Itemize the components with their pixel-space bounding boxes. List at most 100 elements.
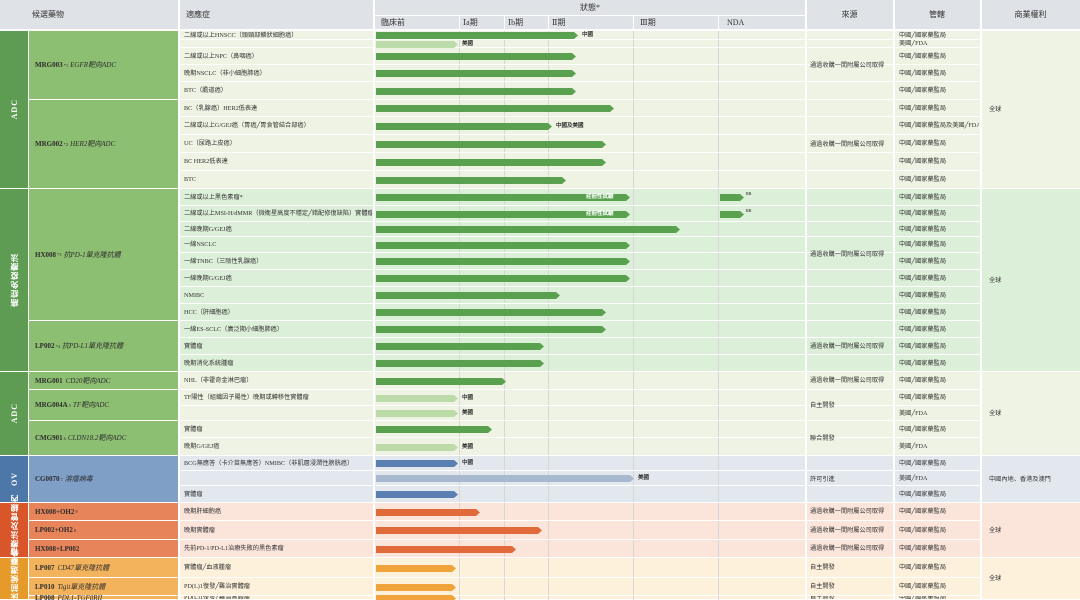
row-divider xyxy=(180,557,980,558)
source-cell: 通過收購一間附屬公司取得 xyxy=(810,526,885,534)
indication-cell: 二線或以上NPC（鼻咽癌） xyxy=(184,52,258,60)
rights-text: 中國內地、香港及澳門 xyxy=(989,475,1051,483)
row-divider xyxy=(180,134,980,135)
row-divider xyxy=(180,252,980,253)
stage-bar xyxy=(376,275,630,282)
stage-bar xyxy=(376,326,606,333)
bar-label: 中國 xyxy=(582,32,594,38)
category-label: OV xyxy=(0,456,28,502)
nda-bar xyxy=(720,194,744,201)
stage-bar xyxy=(376,584,456,591)
indication-cell: 二線或以上G/GEJ癌（胃癌╱胃食管結合部癌） xyxy=(184,122,310,129)
jurisdiction-cell: 美國╱FDA xyxy=(899,40,928,47)
indication-cell: PD(L)1復發╱難治實體瘤 xyxy=(184,596,372,599)
drug-footnote: *3 xyxy=(57,252,62,257)
jurisdiction-cell: 中國╱國家藥監局 xyxy=(899,52,947,60)
drug-description: CLDN18.2靶向ADC xyxy=(67,434,127,442)
row-divider xyxy=(180,437,980,438)
row-divider xyxy=(180,577,980,578)
stage-bar xyxy=(376,105,614,112)
indication-cell: 實體瘤 xyxy=(184,342,203,350)
phase-gridline xyxy=(633,31,634,600)
indication-cell: BC HER2低表達 xyxy=(184,158,228,165)
indication-cell: PD(L)1復發╱難治實體瘤 xyxy=(184,583,250,590)
drug-code: MRG001 xyxy=(35,376,63,385)
row-divider xyxy=(180,152,980,153)
source-cell: 通過收購一間附屬公司取得 xyxy=(810,342,885,350)
jurisdiction-cell: 中國╱國家藥監局 xyxy=(899,210,947,217)
header-source: 來源 xyxy=(806,0,893,29)
rights-cell: 全球 xyxy=(981,31,1080,188)
nda-label: BR xyxy=(746,191,752,196)
jurisdiction-cell: 中國╱國家藥監局 xyxy=(899,257,947,265)
column-divider xyxy=(178,0,180,600)
drug-footnote: 8 xyxy=(73,527,77,533)
row-divider xyxy=(180,539,980,540)
jurisdiction-cell: 中國╱國家藥監局 xyxy=(899,140,947,147)
group-background xyxy=(180,596,980,599)
drug-description: 溶瘤病毒 xyxy=(64,475,93,483)
header-phase-1b: Ⅰb期 xyxy=(505,16,548,29)
drug-footnote: 6 xyxy=(63,435,66,441)
drug-description: TF靶向ADC xyxy=(72,401,110,409)
stage-bar xyxy=(376,292,560,299)
stage-bar xyxy=(376,360,544,367)
stage-bar xyxy=(376,159,606,166)
rights-cell: 中國內地、香港及澳門 xyxy=(981,456,1080,502)
row-divider xyxy=(180,236,980,237)
column-divider xyxy=(893,0,895,600)
row-divider xyxy=(180,303,980,304)
source-cell: 通過收購一間附屬公司取得 xyxy=(810,251,885,258)
category-label: 臨床前候選藥物 xyxy=(0,547,28,600)
jurisdiction-cell: 中國╱國家藥監局 xyxy=(899,377,947,384)
stage-bar xyxy=(376,211,630,218)
drug-description: PDL1-TGFβRII xyxy=(57,593,103,600)
jurisdiction-cell: 中國╱國家藥監局 xyxy=(899,564,947,571)
drug-footnote: *1 xyxy=(63,62,69,68)
rights-cell: 全球 xyxy=(981,503,1080,557)
jurisdiction-cell: 中國╱國家藥監局 xyxy=(899,490,947,498)
jurisdiction-cell: 中國╱國家藥監局 xyxy=(899,359,947,367)
stage-bar xyxy=(376,141,606,148)
drug-code: MRG002 xyxy=(35,140,63,148)
row-divider xyxy=(180,455,980,456)
stage-bar xyxy=(376,509,480,516)
group-background xyxy=(180,521,980,539)
row-divider xyxy=(180,420,980,421)
row-divider xyxy=(180,337,980,338)
rights-cell: 全球 xyxy=(981,558,1080,599)
rights-cell: 全球 xyxy=(981,372,1080,455)
drug-footnote: 8 xyxy=(75,509,78,514)
stage-bar xyxy=(376,475,634,482)
stage-bar xyxy=(376,123,552,130)
group-background xyxy=(180,189,980,320)
row-divider xyxy=(180,595,980,596)
jurisdiction-cell: 中國╱國家藥監局 xyxy=(899,596,979,599)
row-divider xyxy=(180,81,980,82)
drug-code: LP010 xyxy=(35,582,55,591)
rights-text: 全球 xyxy=(989,410,1002,417)
indication-cell: 晚期NSCLC（非小細胞肺癌） xyxy=(184,69,266,77)
drug-name: LP007 CD47單克隆抗體 xyxy=(29,558,178,577)
category-label: ADC xyxy=(0,372,28,455)
indication-cell: 實體瘤╱血液腫瘤 xyxy=(184,564,232,571)
bar-label: 註冊性試驗 xyxy=(586,194,614,200)
stage-bar xyxy=(376,41,458,48)
indication-cell: TF陽性（組織因子陽性）晚期或轉移性實體瘤 xyxy=(184,394,309,401)
drug-name: MRG002 *2 HER2靶向ADC xyxy=(29,100,178,188)
bar-label: 中國 xyxy=(462,395,474,401)
jurisdiction-cell: 中國╱國家藥監局 xyxy=(899,104,947,112)
stage-bar xyxy=(376,378,506,385)
stage-bar xyxy=(376,177,566,184)
source-cell: 通過收購一間附屬公司取得 xyxy=(810,545,885,552)
drug-name: LP002+OH2 8 xyxy=(29,521,178,539)
stage-bar xyxy=(376,426,492,433)
jurisdiction-cell: 中國╱國家藥監局 xyxy=(899,459,947,467)
rights-text: 全球 xyxy=(989,526,1002,534)
drug-description: Tigit單克隆抗體 xyxy=(57,582,106,591)
row-divider xyxy=(180,116,980,117)
jurisdiction-cell: 中國╱國家藥監局 xyxy=(899,583,947,590)
stage-bar xyxy=(376,460,458,467)
stage-bar xyxy=(376,242,630,249)
